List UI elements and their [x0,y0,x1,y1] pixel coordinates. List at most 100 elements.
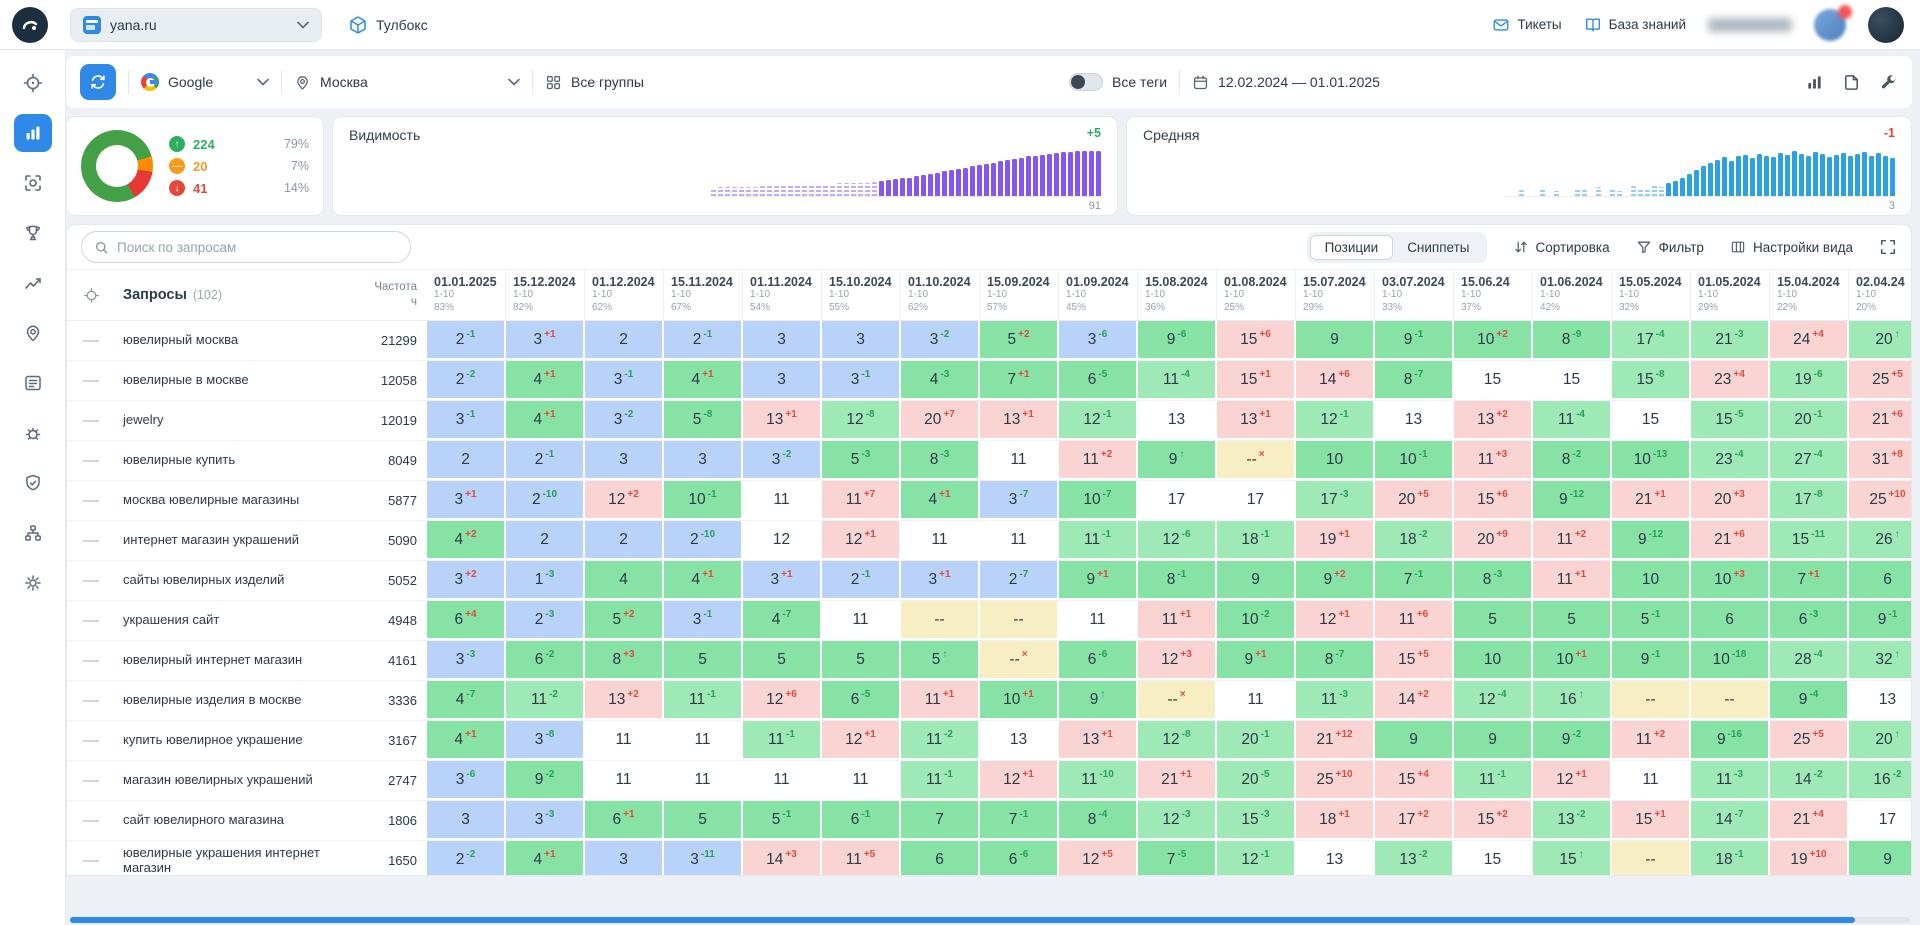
date-column-header[interactable]: 01.01.2025 1-10 83% [427,270,506,320]
date-column-header[interactable]: 15.12.2024 1-10 82% [506,270,585,320]
query-text[interactable]: ювелирные украшения интернет магазин [123,844,320,875]
filters-toolbar: Google Москва Все группы Все теги 12.02.… [66,56,1912,108]
view-settings-button[interactable]: Настройки вида [1730,239,1853,255]
position-cell: 15 ↑ [1533,841,1612,875]
tickets-button[interactable]: Тикеты [1492,16,1562,34]
scrollbar-thumb[interactable] [70,917,1855,923]
position-cell: 5 ↑ [901,641,980,680]
table-row[interactable]: — jewelry 12019 3 -1 4 +1 3 -2 5 -8 13 +1 12 -8 20 +7 13 +… [67,401,1911,441]
query-text[interactable]: купить ювелирное украшение [123,732,303,748]
query-text[interactable]: ювелирный интернет магазин [123,652,303,668]
position-cell: 7 [901,801,980,840]
date-column-header[interactable]: 01.11.2024 1-10 54% [743,270,822,320]
expand-icon[interactable] [1879,238,1897,256]
table-row[interactable]: — ювелирные купить 8049 2 2 -1 3 3 3 -2 5 -3 8 -3 11 11… [67,441,1911,481]
table-row[interactable]: — купить ювелирное украшение 3167 4 +1 3 -8 11 1… [67,721,1911,761]
sort-button[interactable]: Сортировка [1513,239,1610,255]
groups-selector[interactable]: Все группы [545,74,644,91]
table-row[interactable]: — украшения сайт 4948 6 +4 2 -3 5 +2 3 -1 4 -7 11 -- --… [67,601,1911,641]
table-row[interactable]: — ювелирный москва 21299 2 -1 3 +1 2 2 -1 3 3 3 -2 5 +2… [67,321,1911,361]
tab-snippets[interactable]: Сниппеты [1407,239,1470,255]
search-engine-selector[interactable]: Google [141,73,269,91]
sidebar-item-errors[interactable] [14,414,52,452]
frequency-column-header[interactable]: Частота ч [355,270,427,320]
date-column-header[interactable]: 01.09.2024 1-10 45% [1059,270,1138,320]
tab-positions[interactable]: Позиции [1309,234,1394,260]
table-row[interactable]: — ювелирные изделия в москве 3336 4 -7 11 -2 13… [67,681,1911,721]
date-column-header[interactable]: 01.06.2024 1-10 42% [1533,270,1612,320]
query-text[interactable]: ювелирные изделия в москве [123,692,302,708]
avatar[interactable] [1814,4,1852,41]
tags-toggle[interactable]: Все теги [1069,73,1167,91]
query-text[interactable]: сайт ювелирного магазина [123,812,284,828]
date-column-header[interactable]: 15.07.2024 1-10 29% [1296,270,1375,320]
avatar-secondary[interactable] [1868,6,1904,43]
date-column-header[interactable]: 01.10.2024 1-10 62% [901,270,980,320]
sidebar-item-audit[interactable] [14,464,52,502]
date-column-header[interactable]: 15.06.24 1-10 37% [1454,270,1533,320]
query-text[interactable]: ювелирные в москве [123,372,249,388]
toolbox-button[interactable]: Тулбокс [348,15,428,35]
knowledge-base-button[interactable]: База знаний [1584,16,1686,34]
frequency-value: 1650 [388,853,417,868]
date-column-header[interactable]: 15.10.2024 1-10 55% [822,270,901,320]
sidebar-item-structure[interactable] [14,514,52,552]
query-text[interactable]: ювелирный москва [123,332,239,348]
date-range-picker[interactable]: 12.02.2024 — 01.01.2025 [1192,74,1380,91]
sidebar-item-settings[interactable] [14,564,52,602]
filter-button[interactable]: Фильтр [1636,239,1704,255]
position-cell: 9 -4 [1770,681,1849,720]
date-column-header[interactable]: 15.04.2024 1-10 22% [1770,270,1849,320]
wrench-icon[interactable] [1879,73,1898,92]
date-column-header[interactable]: 02.04.24 1-10 20% [1849,270,1911,320]
date-column-header[interactable]: 15.11.2024 1-10 67% [664,270,743,320]
table-row[interactable]: — ювелирные украшения интернет магазин 165… [67,841,1911,875]
date-column-header[interactable]: 15.05.2024 1-10 32% [1612,270,1691,320]
sidebar-item-keywords[interactable] [14,364,52,402]
query-text[interactable]: jewelry [123,412,164,428]
date-column-header[interactable]: 15.08.2024 1-10 36% [1138,270,1217,320]
search-box[interactable] [81,231,411,263]
sidebar-item-trends[interactable] [14,264,52,302]
date-column-header[interactable]: 15.09.2024 1-10 57% [980,270,1059,320]
table-row[interactable]: — магазин ювелирных украшений 2747 3 -6 9 -2 11… [67,761,1911,801]
table-row[interactable]: — сайт ювелирного магазина 1806 3 3 -3 6 +1 5 5 -1… [67,801,1911,841]
table-row[interactable]: — ювелирные в москве 12058 2 -2 4 +1 3 -1 4 +1 3 3 -1… [67,361,1911,401]
date-column-header[interactable]: 01.08.2024 1-10 25% [1217,270,1296,320]
query-text[interactable]: ювелирные купить [123,452,236,468]
toolbox-cube-icon [350,15,366,34]
legend-arrow-icon: ↑ [169,136,185,152]
refresh-button[interactable] [80,64,116,100]
query-text[interactable]: магазин ювелирных украшений [123,772,313,788]
queries-column-header[interactable]: Запросы (102) [115,270,355,320]
date-column-header[interactable]: 03.07.2024 1-10 33% [1375,270,1454,320]
date-column-header[interactable]: 01.05.2024 1-10 29% [1691,270,1770,320]
search-input[interactable] [117,239,398,255]
sidebar-item-regions[interactable] [14,314,52,352]
position-cell: 10 +1 [980,681,1059,720]
project-selector[interactable]: yana.ru [70,7,322,42]
query-text[interactable]: сайты ювелирных изделий [123,572,285,588]
query-text[interactable]: украшения сайт [123,612,220,628]
horizontal-scrollbar[interactable] [70,917,1910,923]
position-cell: 15 +1 [1217,361,1296,400]
region-selector[interactable]: Москва [294,74,520,91]
filter-label: Фильтр [1658,239,1704,255]
export-icon[interactable] [1842,73,1861,92]
sidebar-item-snapshots[interactable] [14,164,52,202]
sidebar-item-target[interactable] [14,64,52,102]
position-cell: 8 -9 [1533,321,1612,360]
table-row[interactable]: — интернет магазин украшений 5090 4 +2 2 2 2 -10… [67,521,1911,561]
app-logo-icon[interactable] [12,6,48,43]
query-text[interactable]: москва ювелирные магазины [123,492,300,508]
table-row[interactable]: — сайты ювелирных изделий 5052 3 +2 1 -3 4 4 +1 3 +… [67,561,1911,601]
table-row[interactable]: — москва ювелирные магазины 5877 3 +1 2 -10 12 +… [67,481,1911,521]
query-text[interactable]: интернет магазин украшений [123,532,299,548]
chart-icon[interactable] [1805,73,1824,92]
google-logo [141,73,159,91]
sidebar-item-positions[interactable] [13,114,52,152]
table-row[interactable]: — ювелирный интернет магазин 4161 3 -3 6 -2 8 +3… [67,641,1911,681]
sidebar-item-competitors[interactable] [14,214,52,252]
date-column-header[interactable]: 01.12.2024 1-10 62% [585,270,664,320]
position-cell: 27 -4 [1770,441,1849,480]
